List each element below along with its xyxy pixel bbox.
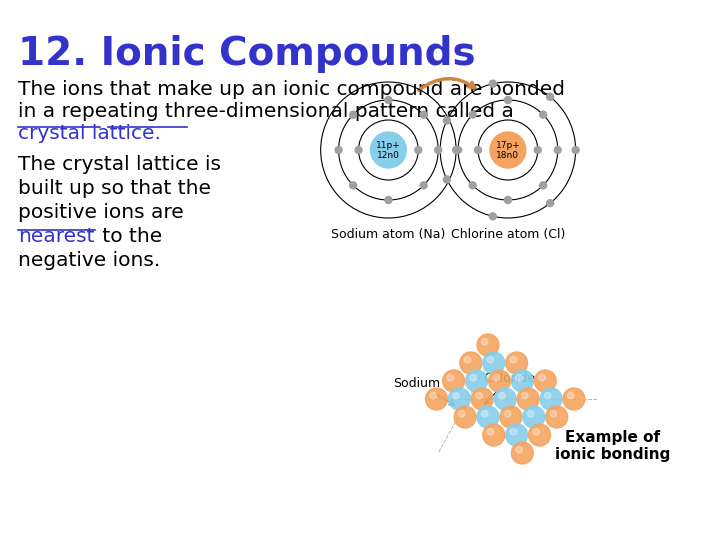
Circle shape	[426, 388, 447, 410]
Circle shape	[482, 410, 488, 417]
Text: 12. Ionic Compounds: 12. Ionic Compounds	[18, 35, 475, 73]
Circle shape	[464, 356, 471, 363]
Circle shape	[483, 424, 505, 446]
Circle shape	[443, 370, 464, 392]
Circle shape	[474, 146, 482, 153]
Circle shape	[420, 111, 427, 118]
Circle shape	[420, 182, 427, 189]
Circle shape	[454, 406, 476, 428]
Text: crystal lattice.: crystal lattice.	[18, 124, 161, 143]
Circle shape	[504, 410, 511, 417]
Circle shape	[539, 182, 546, 189]
Text: Chlorine atom (Cl): Chlorine atom (Cl)	[451, 228, 565, 241]
Circle shape	[528, 424, 551, 446]
Circle shape	[470, 374, 477, 381]
Circle shape	[335, 146, 342, 153]
Circle shape	[523, 406, 545, 428]
Text: in a repeating three-dimensional pattern called a: in a repeating three-dimensional pattern…	[18, 102, 514, 121]
Text: Sodium atom (Na): Sodium atom (Na)	[331, 228, 446, 241]
Circle shape	[435, 146, 441, 153]
Text: built up so that the: built up so that the	[18, 179, 211, 198]
Text: 11p+: 11p+	[376, 141, 401, 151]
Circle shape	[449, 388, 470, 410]
Circle shape	[567, 393, 574, 399]
Circle shape	[494, 388, 516, 410]
Circle shape	[350, 182, 356, 189]
Circle shape	[444, 117, 451, 124]
Circle shape	[453, 146, 459, 153]
Circle shape	[546, 406, 567, 428]
Circle shape	[533, 428, 539, 435]
Text: 12n0: 12n0	[377, 151, 400, 159]
Circle shape	[540, 388, 562, 410]
Circle shape	[493, 374, 500, 381]
Circle shape	[415, 146, 422, 153]
Text: to the: to the	[96, 227, 162, 246]
Circle shape	[550, 410, 557, 417]
Circle shape	[472, 388, 493, 410]
Circle shape	[477, 334, 499, 356]
Text: Example of
ionic bonding: Example of ionic bonding	[555, 430, 670, 462]
Circle shape	[488, 370, 510, 392]
Circle shape	[447, 374, 454, 381]
Circle shape	[516, 447, 522, 453]
Circle shape	[544, 393, 551, 399]
Circle shape	[355, 146, 362, 153]
Circle shape	[546, 93, 554, 100]
Circle shape	[539, 111, 546, 118]
Circle shape	[371, 132, 406, 168]
Circle shape	[505, 352, 528, 374]
Circle shape	[483, 352, 505, 374]
Circle shape	[500, 406, 522, 428]
Text: 18n0: 18n0	[496, 151, 519, 159]
Circle shape	[385, 197, 392, 204]
Circle shape	[546, 200, 554, 207]
Text: positive ions are: positive ions are	[18, 203, 184, 222]
Circle shape	[498, 393, 505, 399]
Circle shape	[534, 370, 557, 392]
Circle shape	[487, 356, 494, 363]
Circle shape	[454, 146, 462, 153]
Circle shape	[466, 370, 487, 392]
Circle shape	[444, 176, 451, 183]
Circle shape	[517, 388, 539, 410]
Circle shape	[482, 339, 488, 345]
Text: The ions that make up an ionic compound are bonded: The ions that make up an ionic compound …	[18, 80, 565, 99]
Text: The crystal lattice is: The crystal lattice is	[18, 155, 221, 174]
Circle shape	[505, 424, 528, 446]
Circle shape	[516, 374, 522, 381]
Circle shape	[430, 393, 436, 399]
Text: Chloride: Chloride	[483, 372, 535, 404]
Circle shape	[490, 213, 496, 220]
Circle shape	[505, 197, 511, 204]
Circle shape	[460, 352, 482, 374]
Circle shape	[350, 111, 356, 118]
Circle shape	[385, 97, 392, 104]
Circle shape	[453, 393, 459, 399]
Circle shape	[490, 132, 526, 168]
Circle shape	[539, 374, 545, 381]
Circle shape	[469, 111, 476, 118]
Circle shape	[563, 388, 585, 410]
Circle shape	[534, 146, 541, 153]
Circle shape	[511, 442, 534, 464]
Circle shape	[477, 406, 499, 428]
Circle shape	[490, 80, 496, 87]
Circle shape	[459, 410, 465, 417]
Text: Sodium: Sodium	[393, 377, 454, 405]
Circle shape	[505, 97, 511, 104]
Circle shape	[511, 370, 534, 392]
Circle shape	[554, 146, 561, 153]
Circle shape	[476, 393, 482, 399]
Circle shape	[469, 182, 476, 189]
Text: nearest: nearest	[18, 227, 94, 246]
Circle shape	[572, 146, 579, 153]
Text: 17p+: 17p+	[495, 141, 521, 151]
Circle shape	[510, 356, 517, 363]
Text: negative ions.: negative ions.	[18, 251, 160, 270]
Circle shape	[487, 428, 494, 435]
Circle shape	[521, 393, 528, 399]
Circle shape	[527, 410, 534, 417]
Circle shape	[510, 428, 517, 435]
